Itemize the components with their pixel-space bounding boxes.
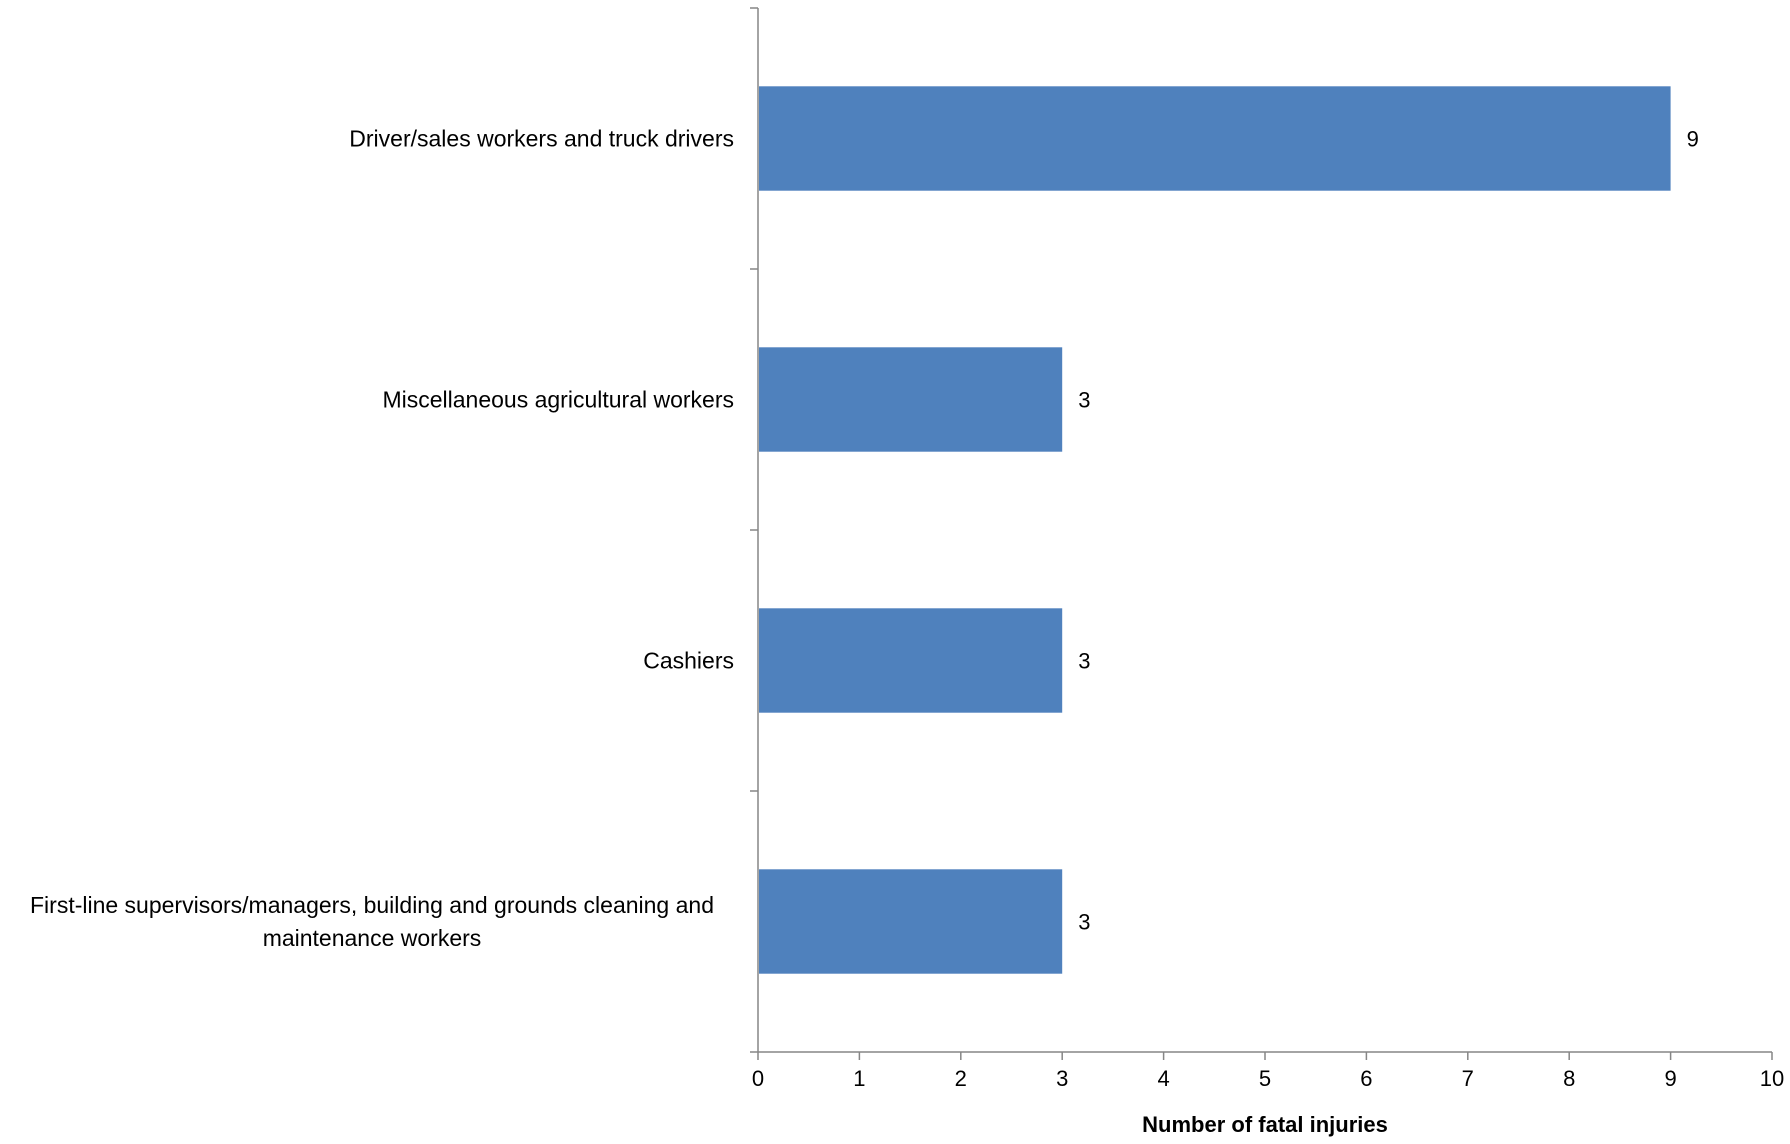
x-axis-title: Number of fatal injuries — [1142, 1112, 1388, 1137]
x-tick-label-8: 8 — [1563, 1066, 1575, 1091]
category-label-2: Miscellaneous agricultural workers — [382, 387, 734, 413]
x-tick-label-1: 1 — [853, 1066, 865, 1091]
x-tick-label-0: 0 — [752, 1066, 764, 1091]
data-label-3: 3 — [1078, 649, 1090, 674]
category-label-4: First-line supervisors/managers, buildin… — [30, 892, 714, 951]
category-label-3: Cashiers — [643, 648, 734, 674]
data-label-4: 3 — [1078, 910, 1090, 935]
labels-layer: 9 Driver/sales workers and truck drivers 3… — [30, 7, 1784, 1091]
x-tick-label-10: 10 — [1760, 1066, 1784, 1091]
x-tick-label-6: 6 — [1360, 1066, 1372, 1091]
category-label-1: Driver/sales workers and truck drivers — [349, 126, 734, 152]
x-tick-label-4: 4 — [1157, 1066, 1169, 1091]
x-tick-label-3: 3 — [1056, 1066, 1068, 1091]
data-label-2: 3 — [1078, 388, 1090, 413]
x-tick-label-9: 9 — [1664, 1066, 1676, 1091]
bar-3 — [759, 608, 1063, 713]
data-label-1: 9 — [1687, 127, 1699, 152]
x-tick-label-7: 7 — [1462, 1066, 1474, 1091]
x-tick-label-5: 5 — [1259, 1066, 1271, 1091]
bar-2 — [759, 347, 1063, 452]
bar-1 — [759, 86, 1671, 191]
bars-layer — [759, 86, 1671, 974]
bar-4 — [759, 869, 1063, 974]
x-tick-label-2: 2 — [955, 1066, 967, 1091]
